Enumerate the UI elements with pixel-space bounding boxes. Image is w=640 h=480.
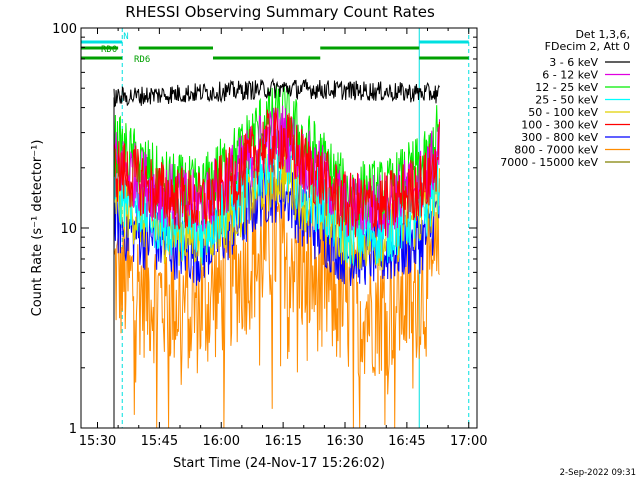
- x-tick-label: 16:30: [326, 434, 363, 449]
- y-tick-label: 100: [52, 22, 77, 37]
- x-tick-label: 16:00: [203, 434, 240, 449]
- y-axis-label: Count Rate (s⁻¹ detector⁻¹): [30, 140, 45, 317]
- legend-label: 100 - 300 keV: [521, 119, 598, 132]
- annotation-bars: N RD0 RD6: [81, 32, 469, 65]
- chart-title: RHESSI Observing Summary Count Rates: [125, 3, 435, 21]
- timestamp: 2-Sep-2022 09:31: [560, 468, 636, 478]
- legend-label: 300 - 800 keV: [521, 131, 598, 144]
- legend-header-line: Det 1,3,6,: [575, 28, 630, 41]
- annotation-label-rd6: RD6: [134, 55, 150, 65]
- legend-header-line: FDecim 2, Att 0: [545, 40, 630, 53]
- series-line-5: [113, 107, 440, 238]
- y-tick-label: 1: [69, 422, 77, 437]
- series-line-0: [113, 77, 440, 108]
- y-axis-ticks: 1 10 100: [52, 22, 477, 437]
- legend-label: 50 - 100 keV: [528, 106, 598, 119]
- legend-label: 3 - 6 keV: [549, 56, 598, 69]
- x-tick-label: 16:45: [388, 434, 425, 449]
- annotation-label-rd0: RD0: [101, 45, 117, 55]
- x-tick-label: 15:45: [141, 434, 178, 449]
- x-tick-label: 16:15: [264, 434, 301, 449]
- x-tick-label: 15:30: [79, 434, 116, 449]
- x-tick-label: 17:00: [450, 434, 487, 449]
- y-tick-label: 10: [60, 222, 77, 237]
- x-axis-label: Start Time (24-Nov-17 15:26:02): [173, 456, 385, 471]
- legend-label: 7000 - 15000 keV: [500, 156, 598, 169]
- x-axis-ticks: 15:30 15:45 16:00 16:15 16:30 16:45 17:00: [79, 28, 487, 449]
- legend-label: 6 - 12 keV: [542, 69, 598, 82]
- legend-label: 12 - 25 keV: [535, 81, 598, 94]
- series-lines: [113, 77, 440, 429]
- annotation-label-n: N: [123, 32, 128, 42]
- series-line-4: [113, 144, 440, 271]
- legend-label: 25 - 50 keV: [535, 94, 598, 107]
- legend-label: 800 - 7000 keV: [514, 144, 598, 157]
